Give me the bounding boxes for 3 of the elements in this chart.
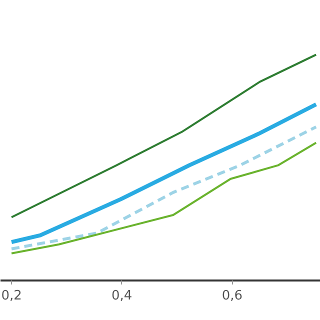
x-tick-label: 0,2 bbox=[1, 288, 22, 304]
x-tick-label: 0,4 bbox=[112, 288, 132, 304]
x-tick-label: 0,6 bbox=[222, 288, 243, 304]
